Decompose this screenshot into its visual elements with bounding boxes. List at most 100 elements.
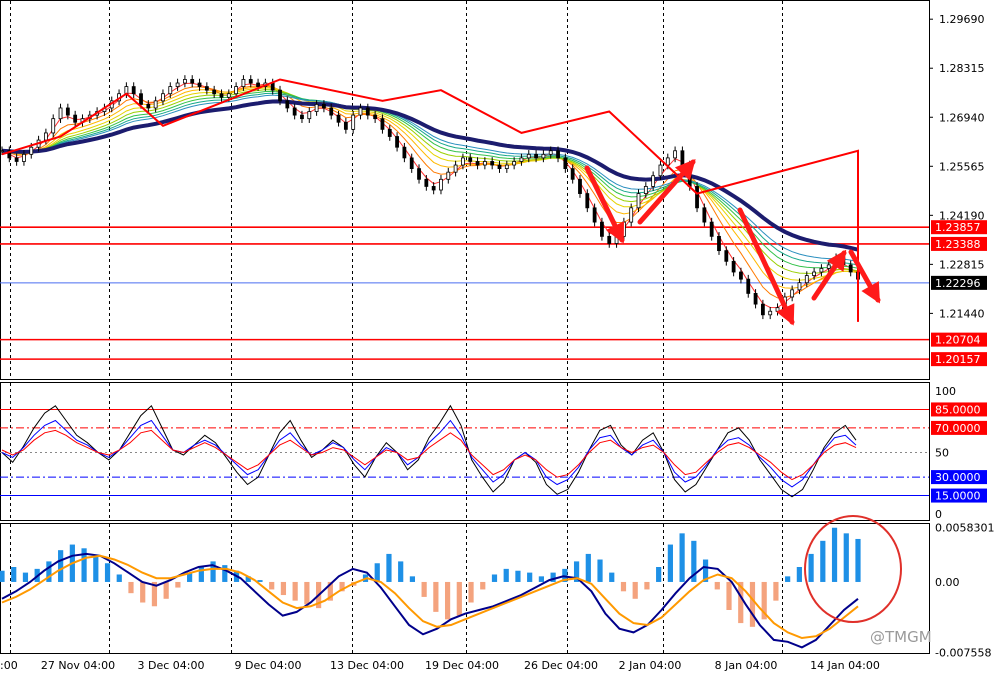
- candle-body: [424, 178, 429, 187]
- current-price-label: 1.22296: [935, 277, 981, 290]
- candle-body: [607, 235, 612, 244]
- price-axis: 1.23857 1.23388 1.20704 1.20157 1.22296 1.296…: [929, 13, 987, 367]
- oscillator-panel[interactable]: [0, 382, 930, 521]
- candle-body: [219, 93, 224, 98]
- level-tag-label: 1.20704: [935, 334, 981, 347]
- candle-body: [512, 161, 517, 166]
- macd-tick-label: -0.007558: [935, 647, 991, 660]
- level-tag: [931, 236, 987, 251]
- candle-body: [139, 93, 143, 105]
- price-panel[interactable]: [0, 0, 930, 380]
- macd-histogram-bar: [398, 561, 404, 582]
- candle-body: [629, 207, 634, 223]
- candle-body: [490, 161, 495, 166]
- time-tick-label: 8 Jan 04:00: [715, 659, 778, 672]
- candle-body: [541, 153, 546, 159]
- oscillator-tick-label: 100: [935, 385, 956, 398]
- candle-body: [22, 153, 26, 162]
- macd-histogram-bar: [140, 581, 146, 603]
- oscillator-level-tag: [931, 488, 987, 503]
- macd-tick-label: 0.00: [935, 576, 960, 589]
- level-tag-label: 1.20157: [935, 353, 981, 366]
- macd-histogram-bar: [198, 567, 204, 582]
- macd-histogram-bar: [58, 550, 64, 582]
- macd-histogram-bar: [691, 540, 697, 582]
- zigzag-line: [1, 78, 859, 322]
- candle-body: [234, 86, 239, 95]
- candle-body: [307, 111, 312, 120]
- candle-body: [256, 82, 260, 87]
- oscillator-level-label: 70.0000: [935, 422, 981, 435]
- candle-body: [812, 271, 817, 276]
- price-tick-label: 1.22815: [939, 258, 985, 271]
- candle-body: [212, 89, 217, 95]
- candle-body: [570, 168, 575, 180]
- macd-histogram-bar: [11, 567, 17, 582]
- candle-body: [204, 86, 209, 91]
- candle-body: [373, 114, 378, 120]
- macd-histogram-bar: [632, 581, 638, 599]
- candle-body: [395, 136, 399, 148]
- candle-body: [556, 150, 560, 159]
- candle-body: [760, 303, 765, 316]
- time-tick-label: 13 Dec 04:00: [330, 659, 404, 672]
- macd-histogram-bar: [749, 581, 756, 627]
- candle-body: [592, 207, 597, 223]
- macd-histogram-bar: [761, 581, 767, 620]
- oscillator-lines: [1, 404, 857, 498]
- macd-histogram-bar: [550, 572, 556, 582]
- candle-body: [292, 107, 297, 116]
- candle-body: [790, 289, 795, 298]
- macd-histogram-bar: [538, 576, 544, 582]
- candle-body: [702, 207, 707, 223]
- candle-body: [563, 157, 568, 170]
- macd-histogram-bar: [444, 581, 451, 620]
- candle-body: [0, 150, 4, 153]
- macd-histogram-bar: [855, 538, 861, 582]
- candle-body: [226, 93, 231, 98]
- candle-body: [7, 150, 12, 159]
- candle-body: [475, 161, 480, 166]
- trend-arrow-head: [674, 159, 696, 181]
- ribbon-line: [1, 86, 859, 289]
- price-tick-label: 1.24190: [939, 209, 985, 222]
- macd-histogram-bar: [257, 580, 263, 582]
- candle-body: [65, 107, 70, 116]
- macd-histogram-bar: [585, 553, 591, 582]
- candle-body: [658, 164, 663, 177]
- candle-body: [797, 282, 802, 291]
- candle-body: [329, 107, 334, 116]
- trend-arrow-head: [826, 249, 847, 272]
- trend-arrows: [584, 159, 881, 326]
- candle-body: [446, 171, 451, 180]
- candle-body: [519, 157, 524, 162]
- macd-histogram-bar: [187, 572, 193, 582]
- candle-body: [190, 79, 195, 84]
- highlight-circle: [804, 515, 902, 623]
- ribbon-line: [1, 87, 859, 281]
- macd-histogram-bar: [702, 559, 709, 582]
- trend-arrow-head: [606, 221, 624, 244]
- macd-tick-label: 0.0058301: [935, 521, 995, 534]
- macd-histogram-bar: [503, 568, 509, 582]
- macd-series-line: [1, 554, 859, 640]
- level-tag-label: 1.23857: [935, 221, 981, 234]
- macd-histogram-bar: [386, 553, 392, 582]
- candle-body: [168, 86, 173, 95]
- macd-histogram-bar: [597, 559, 603, 582]
- candle-body: [402, 146, 407, 159]
- oscillator-level-tag: [931, 402, 987, 417]
- candle-body: [819, 268, 824, 273]
- ribbon-line: [1, 89, 859, 274]
- level-tag: [931, 220, 987, 235]
- macd-histogram-bar: [304, 581, 310, 605]
- candle-body: [409, 157, 414, 170]
- oscillator-level-tag: [931, 420, 987, 435]
- candle-body: [131, 86, 136, 95]
- candle-body: [314, 104, 319, 112]
- time-axis: :00 27 Nov 04:00 3 Dec 04:00 9 Dec 04:00 13 …: [0, 659, 880, 672]
- watermark: @TMGM: [870, 628, 932, 646]
- macd-histogram-bar: [280, 581, 287, 596]
- time-tick-label: 19 Dec 04:00: [425, 659, 499, 672]
